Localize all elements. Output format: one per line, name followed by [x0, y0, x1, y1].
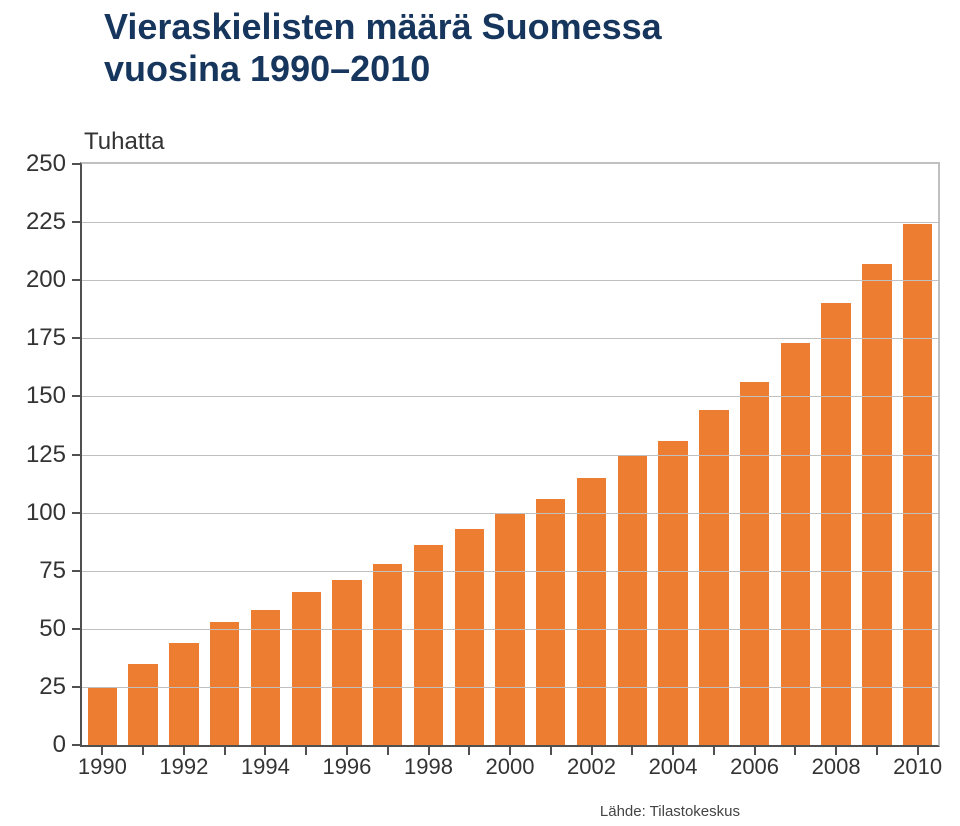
y-tick [72, 279, 80, 281]
bar [821, 303, 850, 745]
y-tick-label: 125 [26, 441, 66, 469]
x-tick-label: 2010 [893, 754, 942, 780]
y-tick-label: 200 [26, 266, 66, 294]
chart-title: Vieraskielisten määrä Suomessa vuosina 1… [0, 6, 960, 90]
bar [210, 622, 239, 745]
y-tick-label: 250 [26, 150, 66, 178]
gridline [82, 222, 938, 223]
bar [658, 441, 687, 745]
y-tick-label: 225 [26, 208, 66, 236]
gridline [82, 396, 938, 397]
bar [577, 478, 606, 745]
page-root: Vieraskielisten määrä Suomessa vuosina 1… [0, 0, 960, 826]
title-line-2: vuosina 1990–2010 [104, 48, 430, 89]
bar [414, 545, 443, 745]
bar [536, 499, 565, 745]
source-label: Lähde: Tilastokeskus [600, 803, 740, 820]
x-tick-label: 2000 [486, 754, 535, 780]
x-tick-label: 1996 [322, 754, 371, 780]
x-tick-label: 1992 [159, 754, 208, 780]
x-tick-labels: 1990199219941996199820002002200420062008… [82, 754, 938, 784]
y-tick [72, 628, 80, 630]
x-tick-label: 1990 [78, 754, 127, 780]
gridline [82, 338, 938, 339]
y-tick-label: 150 [26, 382, 66, 410]
x-tick-label: 2004 [649, 754, 698, 780]
x-tick-label: 1994 [241, 754, 290, 780]
chart-area: Tuhatta 0255075100125150175200225250 199… [10, 130, 950, 790]
bar [292, 592, 321, 745]
bar [332, 580, 361, 745]
bar [740, 382, 769, 745]
gridline [82, 629, 938, 630]
bar [862, 264, 891, 745]
bar [169, 643, 198, 745]
y-tick [72, 337, 80, 339]
y-tick-label: 50 [39, 615, 66, 643]
y-tick [72, 686, 80, 688]
plot-area: 0255075100125150175200225250 [80, 162, 940, 747]
y-tick [72, 221, 80, 223]
gridline [82, 513, 938, 514]
y-tick [72, 570, 80, 572]
bar [373, 564, 402, 745]
y-tick [72, 163, 80, 165]
y-tick-label: 100 [26, 499, 66, 527]
y-tick-label: 75 [39, 557, 66, 585]
bar [455, 529, 484, 745]
y-axis-label: Tuhatta [84, 128, 165, 156]
y-tick [72, 512, 80, 514]
y-tick-label: 0 [53, 731, 66, 759]
bar [699, 410, 728, 745]
y-tick [72, 395, 80, 397]
y-tick [72, 454, 80, 456]
title-line-1: Vieraskielisten määrä Suomessa [104, 6, 662, 47]
x-tick-label: 2008 [812, 754, 861, 780]
gridline [82, 687, 938, 688]
y-tick [72, 744, 80, 746]
x-tick-label: 1998 [404, 754, 453, 780]
x-tick-label: 2006 [730, 754, 779, 780]
bar [903, 224, 932, 745]
y-tick-label: 25 [39, 673, 66, 701]
bar [251, 610, 280, 745]
gridline [82, 455, 938, 456]
bar [88, 687, 117, 745]
y-tick-label: 175 [26, 324, 66, 352]
bar [128, 664, 157, 745]
bar [618, 455, 647, 746]
x-tick-label: 2002 [567, 754, 616, 780]
gridline [82, 280, 938, 281]
gridline [82, 571, 938, 572]
bar [781, 343, 810, 745]
